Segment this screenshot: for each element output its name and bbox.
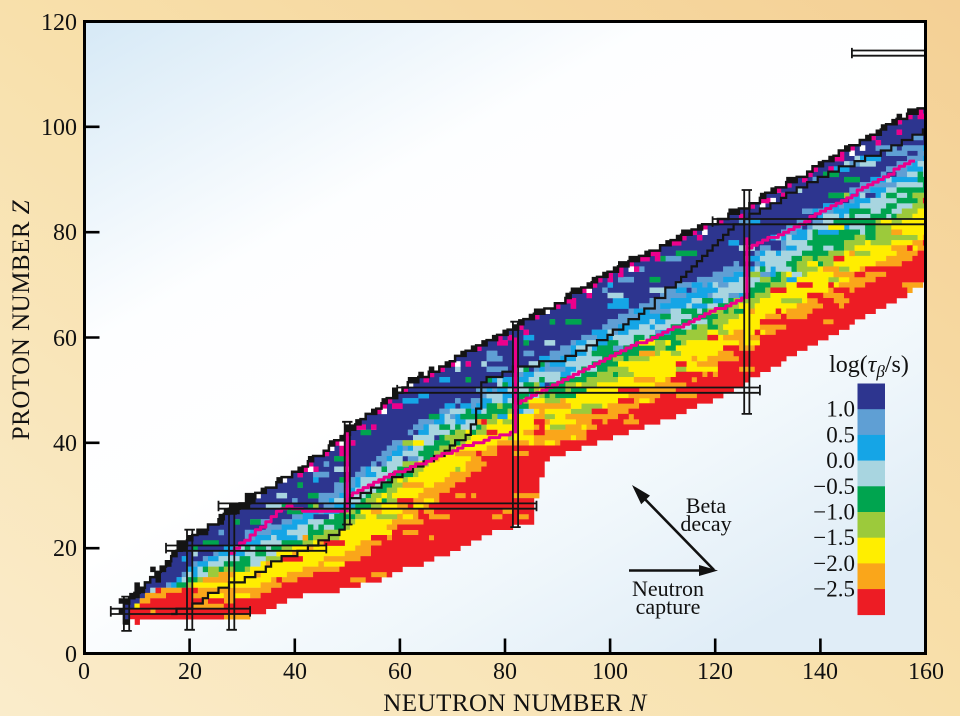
svg-text:PROTON NUMBER Z: PROTON NUMBER Z xyxy=(8,199,35,440)
svg-text:80: 80 xyxy=(53,220,77,246)
svg-text:100: 100 xyxy=(41,115,77,141)
svg-text:Neutron: Neutron xyxy=(632,576,704,601)
svg-text:Beta: Beta xyxy=(686,493,727,518)
svg-text:20: 20 xyxy=(53,536,77,562)
svg-text:−0.5: −0.5 xyxy=(813,474,855,499)
svg-text:−1.5: −1.5 xyxy=(813,525,855,550)
svg-text:NEUTRON NUMBER N: NEUTRON NUMBER N xyxy=(383,690,647,716)
svg-text:140: 140 xyxy=(802,659,838,685)
svg-text:80: 80 xyxy=(493,659,517,685)
svg-text:decay: decay xyxy=(680,511,731,536)
svg-text:1.0: 1.0 xyxy=(826,397,855,422)
svg-text:100: 100 xyxy=(592,659,628,685)
svg-text:0.0: 0.0 xyxy=(826,448,855,473)
svg-text:120: 120 xyxy=(697,659,733,685)
svg-text:capture: capture xyxy=(636,594,701,619)
svg-text:160: 160 xyxy=(908,659,944,685)
svg-text:−1.0: −1.0 xyxy=(813,500,855,525)
svg-text:log(τβ/s): log(τβ/s) xyxy=(829,352,909,381)
svg-text:0: 0 xyxy=(65,642,77,668)
svg-text:40: 40 xyxy=(53,431,77,457)
svg-text:−2.5: −2.5 xyxy=(813,577,855,602)
svg-text:40: 40 xyxy=(283,659,307,685)
svg-text:0: 0 xyxy=(78,659,90,685)
svg-text:20: 20 xyxy=(178,659,202,685)
svg-text:60: 60 xyxy=(388,659,412,685)
svg-text:−2.0: −2.0 xyxy=(813,551,855,576)
svg-text:120: 120 xyxy=(41,10,77,36)
svg-text:60: 60 xyxy=(53,326,77,352)
svg-text:0.5: 0.5 xyxy=(826,422,855,447)
